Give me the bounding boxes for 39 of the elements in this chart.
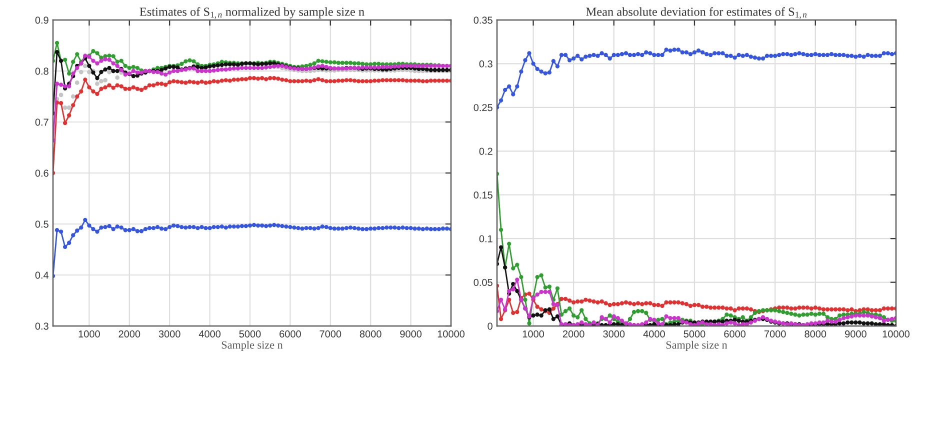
x-tick-label: 5000 (239, 330, 261, 338)
x-tick-label: 1000 (522, 330, 544, 338)
x-tick-label: 9000 (845, 330, 866, 338)
chart-title: Estimates of S$_{1,n}$ normalized by sample size n (140, 7, 364, 19)
x-axis-title: Sample size n (222, 340, 283, 351)
y-tick-label: 0.4 (35, 272, 49, 279)
x-tick-label: 6000 (280, 330, 301, 338)
x-tick-label: 2000 (118, 330, 140, 338)
x-tick-label: 4000 (643, 330, 665, 338)
y-tick-label: 0.25 (474, 104, 492, 112)
y-tick-label: 0 (488, 322, 492, 330)
x-tick-label: 10000 (438, 330, 465, 338)
x-axis-title: Sample size n (666, 340, 728, 351)
y-tick-label: 0.15 (474, 192, 492, 199)
x-tick-label: 5000 (684, 330, 706, 338)
y-tick-label: 0.9 (35, 16, 48, 24)
x-tick-label: 2000 (562, 330, 584, 338)
y-tick-label: 0.05 (474, 278, 492, 286)
x-tick-label: 8000 (360, 330, 382, 338)
chart-title: Mean absolute deviation for estimates of S$_{1,n}$ (586, 7, 807, 19)
x-tick-label: 3000 (603, 330, 625, 338)
y-tick-label: 0.3 (479, 60, 492, 68)
y-tick-label: 0.3 (35, 322, 48, 330)
x-tick-label: 7000 (320, 330, 342, 338)
x-tick-label: 7000 (764, 330, 786, 338)
y-tick-label: 0.5 (35, 220, 48, 228)
y-tick-label: 0.35 (474, 16, 492, 24)
x-tick-label: 4000 (198, 330, 221, 338)
x-tick-label: 8000 (804, 330, 826, 338)
y-tick-label: 0.1 (479, 235, 492, 242)
x-tick-label: 6000 (724, 330, 746, 338)
y-tick-label: 0.8 (35, 68, 48, 75)
x-tick-label: 1000 (78, 330, 100, 338)
y-tick-label: 0.2 (479, 148, 492, 155)
y-tick-label: 0.7 (35, 118, 48, 126)
x-tick-label: 9000 (400, 330, 422, 338)
y-tick-label: 0.6 (35, 170, 48, 177)
x-tick-label: 10000 (882, 330, 910, 338)
x-tick-label: 3000 (158, 330, 180, 338)
